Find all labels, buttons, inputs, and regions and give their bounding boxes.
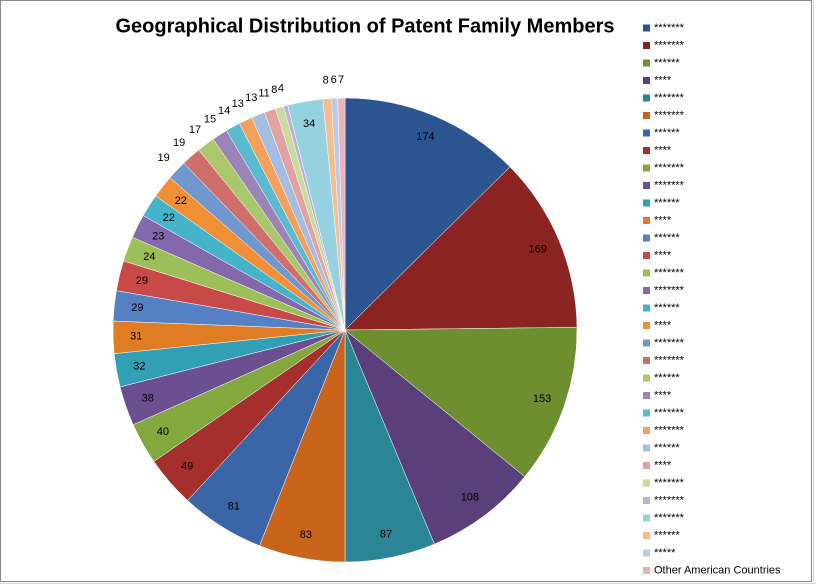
legend-marker [643,77,650,84]
legend-label: **** [654,389,672,401]
legend-marker [643,147,650,154]
legend-marker [643,287,650,294]
data-label: 17 [189,124,201,136]
data-label: 19 [173,137,185,149]
data-label: 15 [204,114,216,126]
data-label: 22 [175,195,187,207]
legend-label: ******* [654,337,685,349]
data-label: 24 [143,251,155,263]
legend-label: ******* [654,477,685,489]
legend-marker [643,95,650,102]
legend-label: ******* [654,162,685,174]
legend-label: ****** [654,372,680,384]
data-label: 87 [380,529,392,541]
legend-marker [643,252,650,259]
legend-marker [643,270,650,277]
data-label: 4 [278,82,284,94]
legend-label: ******* [654,267,685,279]
legend-label: ******* [654,407,685,419]
legend-marker [643,462,650,469]
data-label: 169 [528,243,546,255]
legend-label: ******* [654,354,685,366]
data-label: 29 [136,275,148,287]
legend-label: Other American Countries [654,564,781,576]
legend-label: ****** [654,127,680,139]
legend-marker [643,357,650,364]
legend-marker [643,567,650,574]
legend-label: ******* [654,22,685,34]
legend-label: ******* [654,494,685,506]
data-label: 22 [163,212,175,224]
legend-label: **** [654,144,672,156]
data-label: 108 [461,491,479,503]
legend-label: **** [654,74,672,86]
legend-marker [643,427,650,434]
data-label: 8 [323,75,329,87]
data-label: 7 [338,74,344,86]
data-label: 32 [133,360,145,372]
data-label: 174 [416,131,434,143]
data-label: 6 [331,74,337,86]
legend-marker [643,182,650,189]
legend-marker [643,235,650,242]
data-label: 34 [303,118,315,130]
legend-marker [643,322,650,329]
legend-marker [643,392,650,399]
legend-label: **** [654,319,672,331]
legend-marker [643,60,650,67]
legend-label: ****** [654,442,680,454]
data-label: 29 [131,302,143,314]
legend-label: ******* [654,512,685,524]
data-label: 83 [300,529,312,541]
data-label: 13 [245,92,257,104]
data-label: 38 [142,392,154,404]
legend-marker [643,550,650,557]
legend-label: ******* [654,39,685,51]
legend-marker [643,340,650,347]
legend-marker [643,112,650,119]
legend-label: ******* [654,92,685,104]
legend-label: ******* [654,284,685,296]
legend-marker [643,515,650,522]
legend-label: ******* [654,424,685,436]
chart-title: Geographical Distribution of Patent Fami… [116,15,615,37]
legend-marker [643,445,650,452]
data-label: 81 [228,501,240,513]
legend-marker [643,305,650,312]
data-label: 8 [271,84,277,96]
data-label: 13 [232,98,244,110]
legend-label: ****** [654,197,680,209]
legend-label: **** [654,214,672,226]
legend-marker [643,532,650,539]
data-label: 153 [533,393,551,405]
data-label: 49 [181,461,193,473]
legend-marker [643,165,650,172]
legend-label: ******* [654,109,685,121]
data-label: 40 [157,426,169,438]
legend-marker [643,25,650,32]
legend-label: ***** [654,547,676,559]
legend-marker [643,480,650,487]
data-label: 19 [158,152,170,164]
legend-label: ****** [654,57,680,69]
legend-marker [643,200,650,207]
legend-label: **** [654,459,672,471]
legend-label: **** [654,249,672,261]
legend-label: ****** [654,232,680,244]
legend-marker [643,375,650,382]
data-label: 31 [130,331,142,343]
legend-label: ******* [654,179,685,191]
legend-marker [643,410,650,417]
legend-label: ****** [654,302,680,314]
data-label: 14 [218,105,230,117]
legend-marker [643,130,650,137]
data-label: 23 [152,231,164,243]
legend-marker [643,217,650,224]
legend-label: ****** [654,529,680,541]
data-label: 11 [258,87,269,99]
legend-marker [643,497,650,504]
legend-marker [643,42,650,49]
